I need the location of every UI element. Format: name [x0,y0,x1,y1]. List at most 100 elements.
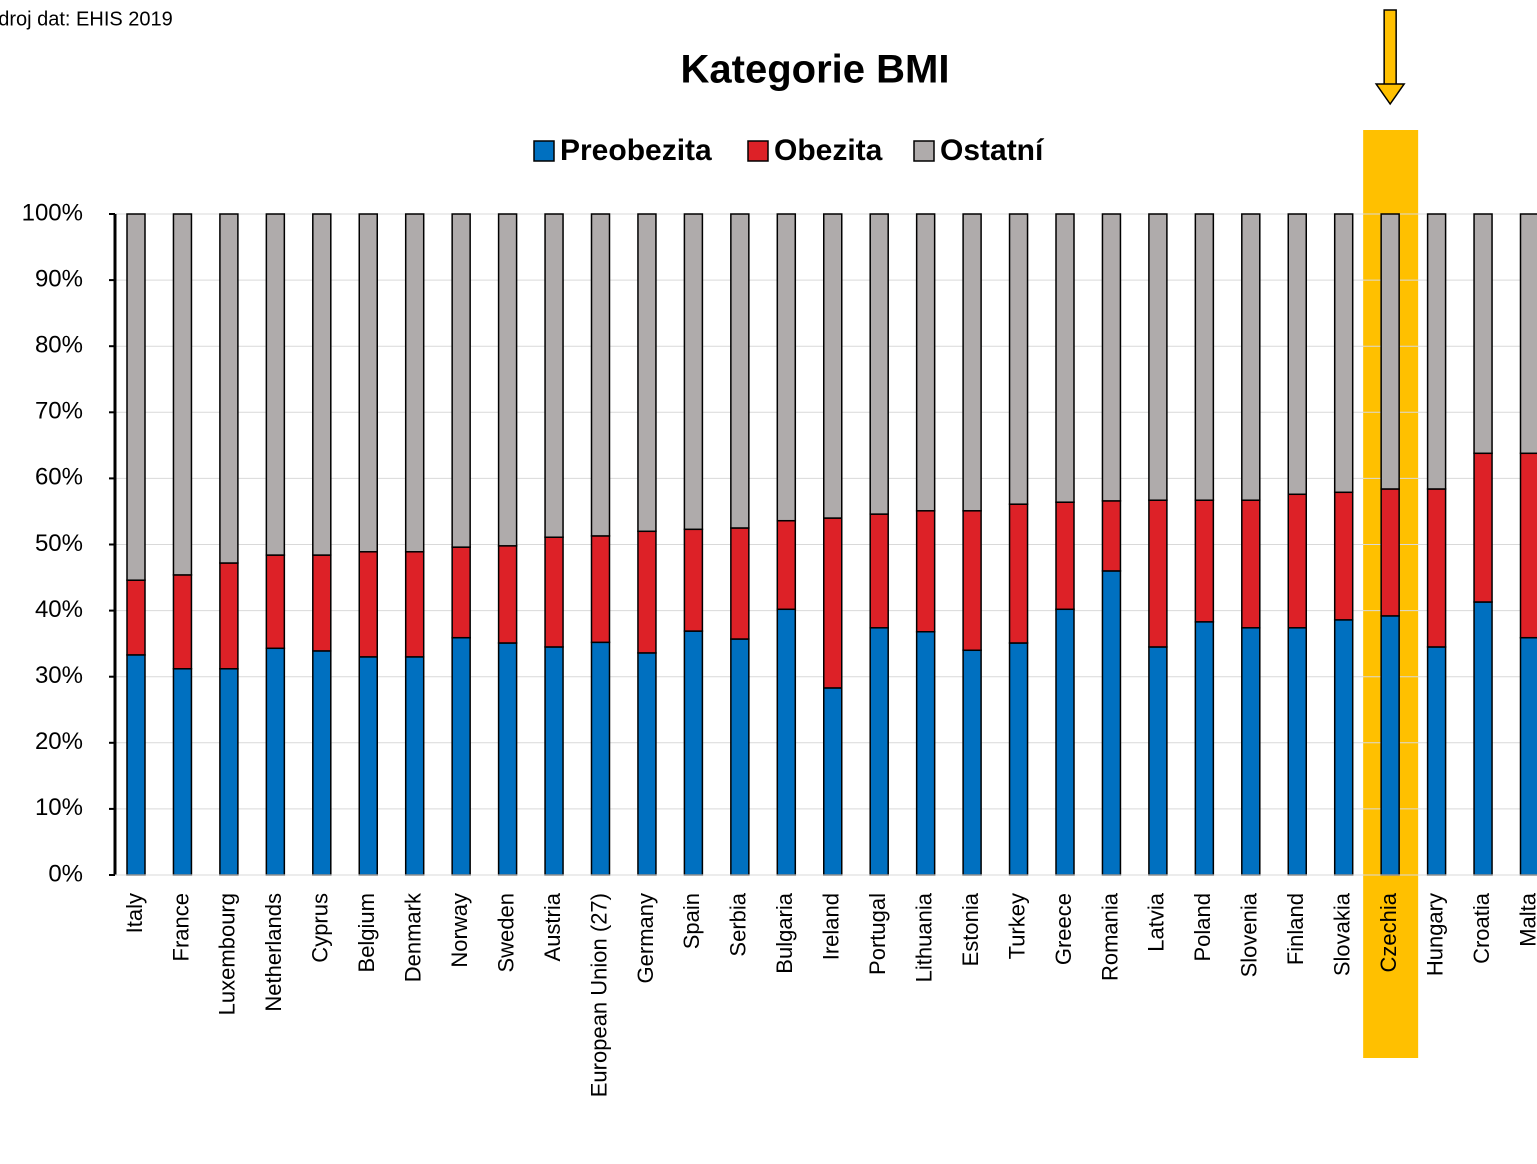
y-tick-label: 30% [35,662,83,689]
bar-segment [1519,213,1537,455]
bar-segment [1055,501,1075,611]
bar-segment [1148,213,1168,501]
y-tick-label: 20% [35,728,83,755]
bar-segment [265,554,286,650]
bar-segment [915,631,936,876]
x-tick-label: Cyprus [308,893,333,963]
bar-segment [869,513,889,629]
highlight-arrow-head [1374,83,1406,106]
bar-segment [730,527,750,640]
bar-segment [823,517,843,689]
bar-segment [590,641,611,876]
bar-segment [1380,615,1400,876]
bar-segment [265,213,286,556]
bar-segment [776,213,797,522]
bar-segment [869,627,889,876]
x-tick-label: Malta [1515,892,1537,947]
bar-segment [730,213,750,529]
bar-segment [451,546,471,639]
bar-segment [683,630,704,876]
x-tick-label: Austria [540,892,565,961]
bar-segment [219,668,239,876]
x-tick-label: Belgium [354,893,379,972]
bar-segment [1008,642,1029,876]
x-tick-label: Czechia [1376,892,1401,972]
legend-swatch [533,140,555,162]
bar-segment [590,213,611,537]
x-tick-label: Spain [679,893,704,949]
y-tick-label: 40% [35,596,83,623]
x-tick-label: Serbia [726,892,751,956]
bar-segment [590,535,611,644]
x-tick-label: Slovakia [1330,892,1355,976]
bar-segment [358,213,378,553]
bar-segment [915,510,936,633]
bar-segment [823,213,843,519]
bar-segment [683,528,704,632]
bar-segment [312,650,332,876]
x-tick-label: Slovenia [1237,892,1262,977]
x-tick-label: Turkey [1004,893,1029,959]
x-tick-label: Poland [1190,893,1215,962]
bar-segment [1426,488,1447,648]
bar-segment [172,668,193,876]
bar-segment [1473,452,1493,603]
bar-segment [172,213,193,576]
x-tick-label: Netherlands [261,893,286,1012]
bar-segment [265,647,286,876]
bar-segment [497,545,518,644]
source-note: Zdroj dat: EHIS 2019 [0,8,173,30]
x-tick-label: European Union (27) [586,893,611,1097]
bar-segment [962,510,982,652]
bar-segment [358,656,378,876]
bar-segment [637,652,657,876]
x-tick-label: Estonia [958,892,983,966]
x-tick-label: Romania [1097,892,1122,981]
bar-segment [1194,621,1215,876]
highlight-arrow-shaft [1383,9,1397,86]
bar-segment [1380,213,1400,490]
y-tick-label: 10% [35,794,83,821]
bar-segment [1148,499,1168,648]
bar-segment [1055,608,1075,876]
bar-segment [1519,452,1537,639]
bar-segment [776,519,797,611]
x-tick-label: Portugal [865,893,890,975]
x-tick-label: Bulgaria [772,892,797,973]
bar-segment [1194,213,1215,501]
bar-segment [1194,499,1215,623]
bar-segment [1473,601,1493,876]
bar-segment [1101,213,1122,502]
bar-segment [683,213,704,531]
x-tick-label: France [168,893,193,961]
bar-segment [869,213,889,515]
legend-label: Preobezita [560,134,712,167]
bar-segment [544,213,564,538]
x-tick-label: Latvia [1144,892,1169,951]
bar-segment [1008,213,1029,505]
y-tick-label: 90% [35,265,83,292]
bar-segment [1148,646,1168,876]
y-tick-label: 60% [35,464,83,491]
bar-segment [1101,500,1122,572]
bar-segment [1333,491,1354,621]
x-tick-label: Italy [122,893,147,933]
bar-segment [404,213,425,553]
bar-segment [1426,646,1447,876]
bar-segment [1055,213,1075,503]
bar-segment [730,638,750,876]
legend-swatch [747,140,769,162]
y-tick-label: 70% [35,398,83,425]
bar-segment [1287,493,1307,629]
bar-segment [915,213,936,512]
bar-segment [637,530,657,654]
x-tick-label: Ireland [819,893,844,960]
legend-swatch [913,140,935,162]
bar-segment [1333,213,1354,494]
bar-segment [497,642,518,876]
bar-segment [219,562,239,670]
bar-segment [451,213,471,548]
bar-segment [1287,213,1307,496]
bar-segment [1473,213,1493,455]
